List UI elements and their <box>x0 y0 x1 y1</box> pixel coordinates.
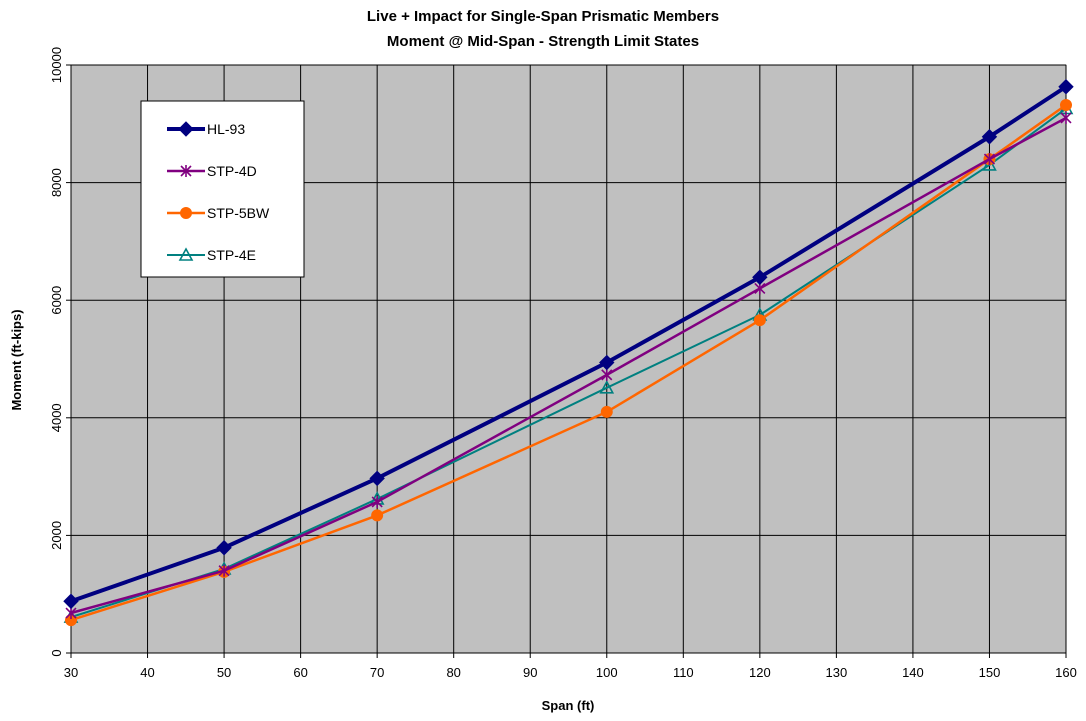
data-point <box>371 509 384 522</box>
y-tick-label: 10000 <box>49 47 64 83</box>
data-point <box>752 269 768 285</box>
legend-item: STP-4D <box>167 163 257 179</box>
data-point <box>599 380 615 394</box>
data-point <box>65 607 77 620</box>
data-point <box>1058 79 1074 95</box>
x-tick-label: 40 <box>140 665 154 680</box>
y-tick-label: 4000 <box>49 403 64 432</box>
legend-swatch-marker <box>178 121 194 137</box>
y-axis-title: Moment (ft-kips) <box>9 309 24 410</box>
y-tick-label: 2000 <box>49 521 64 550</box>
x-tick-label: 110 <box>673 665 694 680</box>
data-point <box>981 129 998 145</box>
x-tick-label: 80 <box>446 665 460 680</box>
chart-subtitle: Moment @ Mid-Span - Strength Limit State… <box>387 33 699 50</box>
x-tick-label: 160 <box>1055 665 1077 680</box>
legend: HL-93 STP-4D STP-5BW STP-4E <box>140 100 305 278</box>
legend-item: HL-93 <box>167 121 245 137</box>
x-tick-label: 30 <box>64 665 78 680</box>
legend-swatch-marker <box>180 207 192 219</box>
series-layer <box>63 79 1074 627</box>
legend-label: STP-4D <box>207 163 257 179</box>
data-point <box>983 153 996 166</box>
legend-label: HL-93 <box>207 121 245 137</box>
legend-swatch-marker <box>178 247 194 261</box>
data-point <box>371 495 383 508</box>
data-point <box>599 354 615 371</box>
y-tick-label: 8000 <box>49 168 64 197</box>
legend-item: STP-4E <box>167 247 256 263</box>
y-tick-label: 6000 <box>49 286 64 315</box>
x-tick-label: 100 <box>596 665 618 680</box>
x-tick-label: 150 <box>979 665 1001 680</box>
data-point <box>601 368 613 381</box>
y-tick-label: 0 <box>49 649 64 656</box>
data-point <box>369 470 385 487</box>
data-point <box>600 405 613 418</box>
x-tick-label: 90 <box>523 665 537 680</box>
data-point <box>216 540 232 556</box>
data-point <box>1060 98 1072 111</box>
x-tick-label: 70 <box>370 665 384 680</box>
legend-label: STP-5BW <box>207 205 270 221</box>
data-point <box>982 157 997 171</box>
x-tick-label: 120 <box>749 665 771 680</box>
data-point <box>1060 111 1072 124</box>
legend-label: STP-4E <box>207 247 256 263</box>
series-hl-93 <box>63 79 1074 609</box>
axis-ticks: 30 40 50 60 70 80 90 100 110 120 130 140 150 160 0 2000… <box>49 47 1077 680</box>
x-tick-label: 130 <box>826 665 848 680</box>
legend-swatch-marker <box>180 165 192 177</box>
x-tick-label: 140 <box>902 665 924 680</box>
data-point <box>63 593 79 609</box>
data-point <box>753 314 766 327</box>
x-tick-label: 60 <box>293 665 307 680</box>
legend-item: STP-5BW <box>167 205 270 221</box>
data-point <box>218 564 230 577</box>
x-tick-label: 50 <box>217 665 231 680</box>
x-axis-title: Span (ft) <box>542 698 595 713</box>
chart-title: Live + Impact for Single-Span Prismatic … <box>367 8 719 25</box>
